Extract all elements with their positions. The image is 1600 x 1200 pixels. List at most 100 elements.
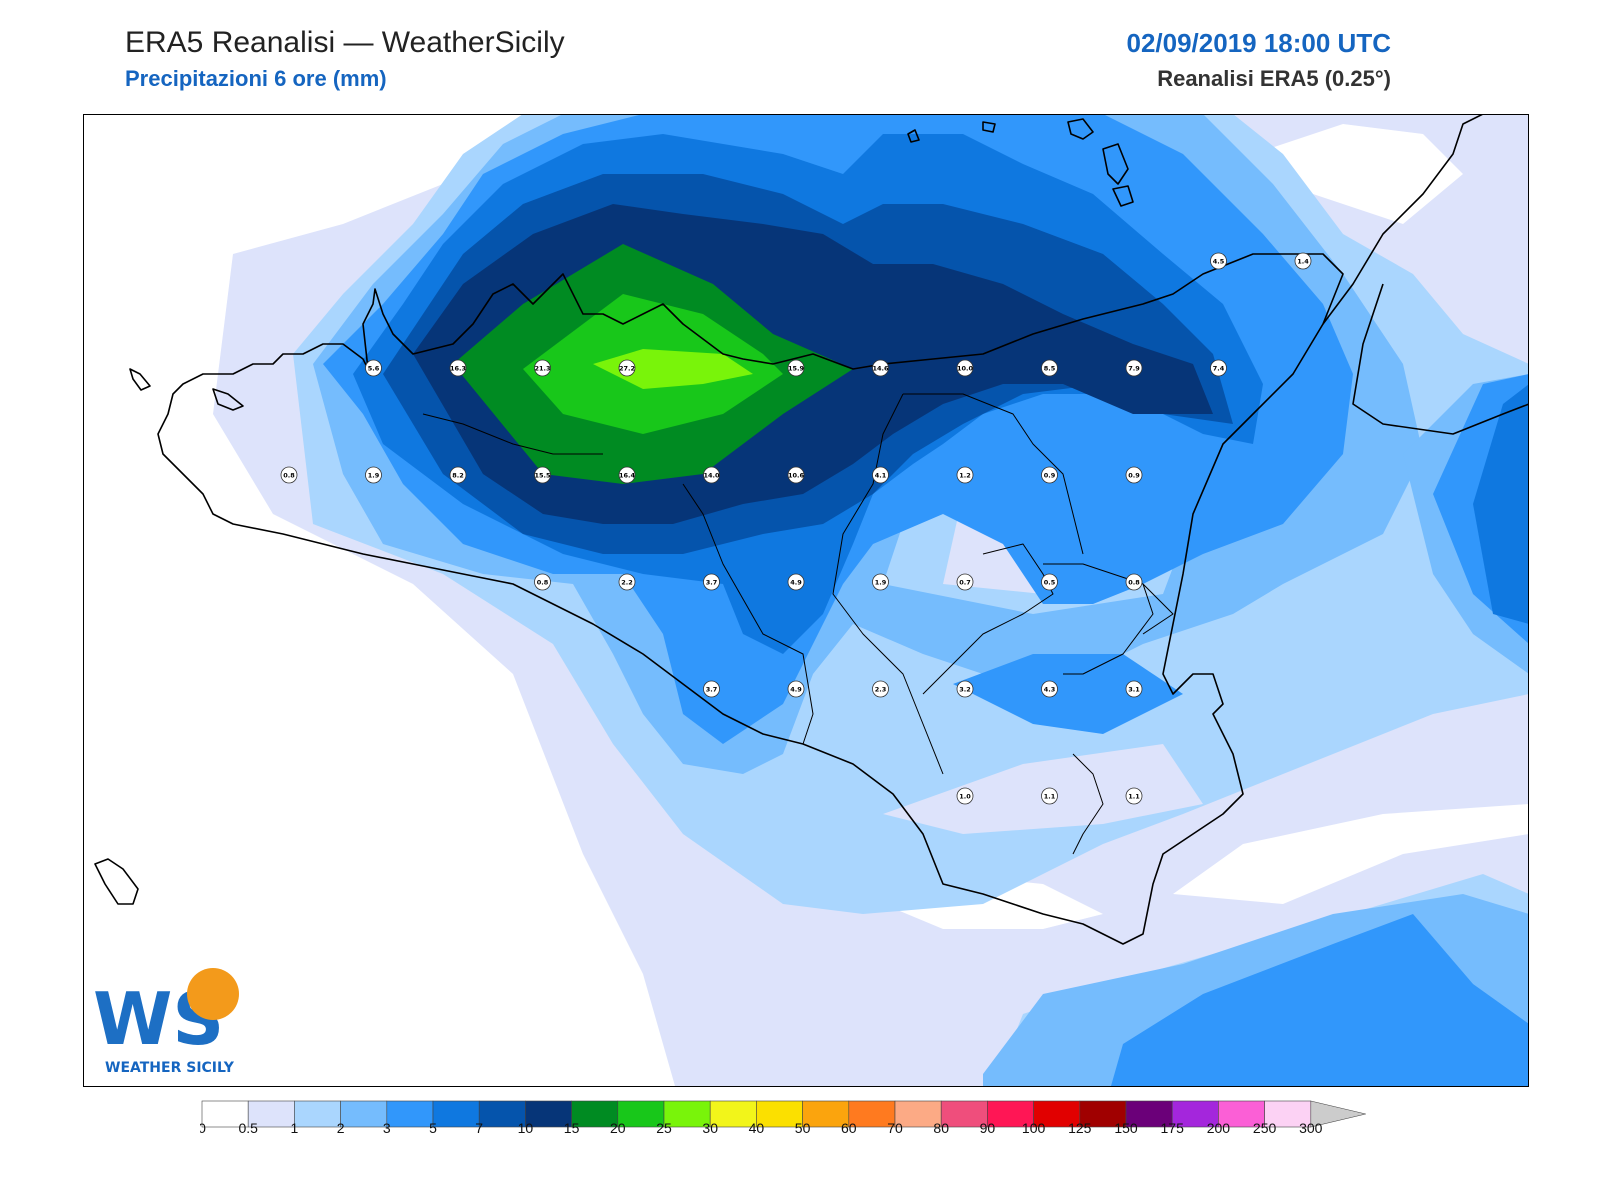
- contour-25mm: [593, 349, 753, 389]
- map-subtitle: Precipitazioni 6 ore (mm): [125, 66, 387, 91]
- colorbar-swatch: [1171, 1100, 1219, 1128]
- station-marker: 4.5: [1210, 252, 1227, 270]
- island-egadi-2: [212, 388, 244, 411]
- colorbar-swatch: [894, 1100, 942, 1128]
- station-marker: 1.1: [1125, 787, 1143, 805]
- station-marker: 14.0: [703, 466, 720, 484]
- station-value: 1.1: [1044, 793, 1056, 801]
- colorbar-tick-label: 0.5: [238, 1120, 258, 1134]
- station-dot: [872, 680, 889, 698]
- station-dot: [618, 359, 636, 377]
- station-marker: 1.2: [956, 466, 974, 484]
- station-dot: [956, 680, 974, 698]
- station-marker: 1.0: [956, 787, 974, 805]
- colorbar-swatch: [987, 1100, 1034, 1128]
- station-value: 7.4: [1213, 365, 1225, 373]
- station-value: 15.9: [788, 365, 805, 373]
- station-value: 8.5: [1044, 365, 1056, 373]
- station-value: 21.3: [534, 365, 550, 373]
- precipitation-map: 5.6 16.3 21.3 27.2 15.9 14.6 10.0 8.5 7.9 7.4 4.5 1…: [83, 114, 1529, 1087]
- colorbar-swatch: [1264, 1100, 1312, 1128]
- colorbar-tick-label: 40: [749, 1120, 765, 1134]
- station-value: 1.0: [959, 793, 971, 801]
- station-marker: 3.1: [1125, 680, 1143, 698]
- station-marker: 10.6: [787, 466, 804, 484]
- station-value: 0.5: [1044, 579, 1056, 587]
- station-marker: 8.5: [1041, 359, 1058, 377]
- station-value: 3.2: [959, 686, 971, 694]
- colorbar-swatch: [848, 1100, 896, 1128]
- station-dot: [787, 573, 805, 591]
- colorbar-tick-label: 20: [610, 1120, 626, 1134]
- island-eolie-3: [1102, 143, 1129, 185]
- island-eolie-1: [982, 121, 996, 133]
- station-dot: [1041, 359, 1058, 377]
- station-marker: 0.9: [1125, 466, 1143, 484]
- station-value: 14.6: [872, 365, 889, 373]
- station-dot: [956, 466, 974, 484]
- station-dot: [787, 359, 805, 377]
- station-dot: [365, 466, 382, 484]
- station-value: 4.1: [875, 472, 887, 480]
- station-dot: [1041, 787, 1058, 805]
- valid-datetime: 02/09/2019 18:00 UTC: [1126, 28, 1391, 58]
- contour-5mm-east: [1473, 384, 1529, 624]
- island-ustica: [907, 129, 920, 143]
- station-marker: 1.9: [872, 573, 889, 591]
- island-pantelleria: [94, 858, 139, 905]
- station-value: 4.9: [790, 686, 802, 694]
- station-value: 0.8: [283, 472, 295, 480]
- station-dot: [1125, 680, 1143, 698]
- precipitation-contours: [83, 114, 1529, 1087]
- colorbar-swatch: [201, 1100, 249, 1128]
- station-marker: 8.2: [449, 466, 467, 484]
- station-dot: [449, 359, 467, 377]
- colorbar-tick-label: 50: [795, 1120, 811, 1134]
- island-egadi-1: [129, 368, 151, 391]
- map-title: ERA5 Reanalisi — WeatherSicily: [125, 26, 565, 59]
- station-dot: [703, 573, 720, 591]
- colorbar-swatch: [1079, 1100, 1127, 1128]
- station-marker: 4.9: [787, 573, 805, 591]
- station-value: 5.6: [368, 365, 380, 373]
- station-value: 1.9: [368, 472, 380, 480]
- colorbar-swatch: [802, 1100, 850, 1128]
- colorbar-tick-label: 100: [1022, 1120, 1046, 1134]
- colorbar-tick-label: 15: [564, 1120, 580, 1134]
- station-dot: [365, 359, 382, 377]
- station-value: 14.0: [703, 472, 720, 480]
- colorbar-tick-label: 70: [887, 1120, 903, 1134]
- station-marker: 1.1: [1041, 787, 1058, 805]
- colorbar-swatch: [663, 1100, 711, 1128]
- station-value: 1.1: [1128, 793, 1140, 801]
- station-dot: [1210, 359, 1227, 377]
- logo-text: WEATHER SICILY: [105, 1060, 235, 1076]
- station-dot: [956, 359, 974, 377]
- station-marker: 1.9: [365, 466, 382, 484]
- colorbar-tick-label: 7: [475, 1120, 483, 1134]
- station-value: 0.9: [1044, 472, 1056, 480]
- colorbar-tick-label: 150: [1114, 1120, 1138, 1134]
- colorbar-swatch: [294, 1100, 341, 1128]
- dry-area-northeast: [1253, 124, 1463, 224]
- station-value: 3.7: [706, 579, 718, 587]
- station-marker: 27.2: [618, 359, 636, 377]
- station-dot: [1210, 252, 1227, 270]
- colorbar-extend-arrow: [1310, 1100, 1366, 1128]
- province-borders: [422, 393, 1174, 855]
- station-value: 2.2: [621, 579, 633, 587]
- station-dot: [1041, 680, 1058, 698]
- colorbar-tick-label: 0: [200, 1120, 206, 1134]
- station-value: 10.0: [957, 365, 974, 373]
- colorbar-tick-label: 250: [1253, 1120, 1277, 1134]
- station-dot: [449, 466, 467, 484]
- station-dot: [956, 573, 974, 591]
- station-dot: [787, 680, 805, 698]
- station-marker: 2.2: [618, 573, 636, 591]
- station-marker: 5.6: [365, 359, 382, 377]
- station-marker: 7.4: [1210, 359, 1227, 377]
- station-dot: [534, 466, 551, 484]
- station-marker: 7.9: [1125, 359, 1143, 377]
- colorbar-tick-label: 200: [1207, 1120, 1231, 1134]
- colorbar-swatch: [247, 1100, 295, 1128]
